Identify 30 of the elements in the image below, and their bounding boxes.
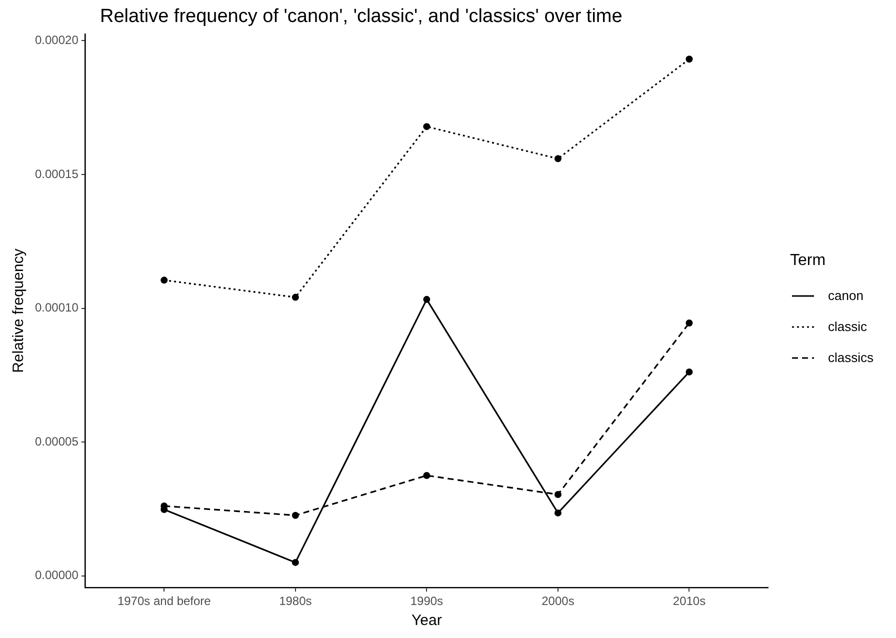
point bbox=[423, 123, 430, 130]
x-tick-label: 2010s bbox=[672, 594, 706, 608]
y-axis-title: Relative frequency bbox=[10, 248, 28, 373]
x-tick-label: 1990s bbox=[410, 594, 444, 608]
point bbox=[686, 56, 693, 63]
point bbox=[292, 294, 299, 301]
point bbox=[686, 319, 693, 326]
point bbox=[554, 509, 562, 516]
point bbox=[160, 276, 168, 284]
point bbox=[554, 155, 562, 162]
point bbox=[423, 296, 430, 303]
point bbox=[686, 368, 693, 376]
legend-title: Term bbox=[790, 252, 827, 270]
y-tick-label: 0.00010 bbox=[34, 300, 79, 315]
y-tick-label: 0.00020 bbox=[34, 33, 79, 47]
legend-label: classics bbox=[828, 350, 874, 365]
y-tick-label: 0.00000 bbox=[34, 568, 79, 582]
legend-label: classic bbox=[828, 319, 868, 334]
point bbox=[423, 472, 430, 479]
x-axis-title: Year bbox=[412, 612, 442, 630]
x-tick-label: 1970s and before bbox=[117, 594, 212, 608]
point bbox=[292, 558, 299, 566]
x-tick-label: 2000s bbox=[542, 594, 574, 608]
chart-title: Relative frequency of 'canon', 'classic', and 'classics' over time bbox=[100, 6, 622, 28]
point bbox=[554, 490, 562, 498]
x-tick-label: 1980s bbox=[279, 594, 312, 608]
y-tick-label: 0.00015 bbox=[34, 166, 79, 181]
y-tick-label: 0.00005 bbox=[34, 434, 79, 448]
point bbox=[292, 512, 299, 519]
legend-label: canon bbox=[828, 288, 864, 303]
